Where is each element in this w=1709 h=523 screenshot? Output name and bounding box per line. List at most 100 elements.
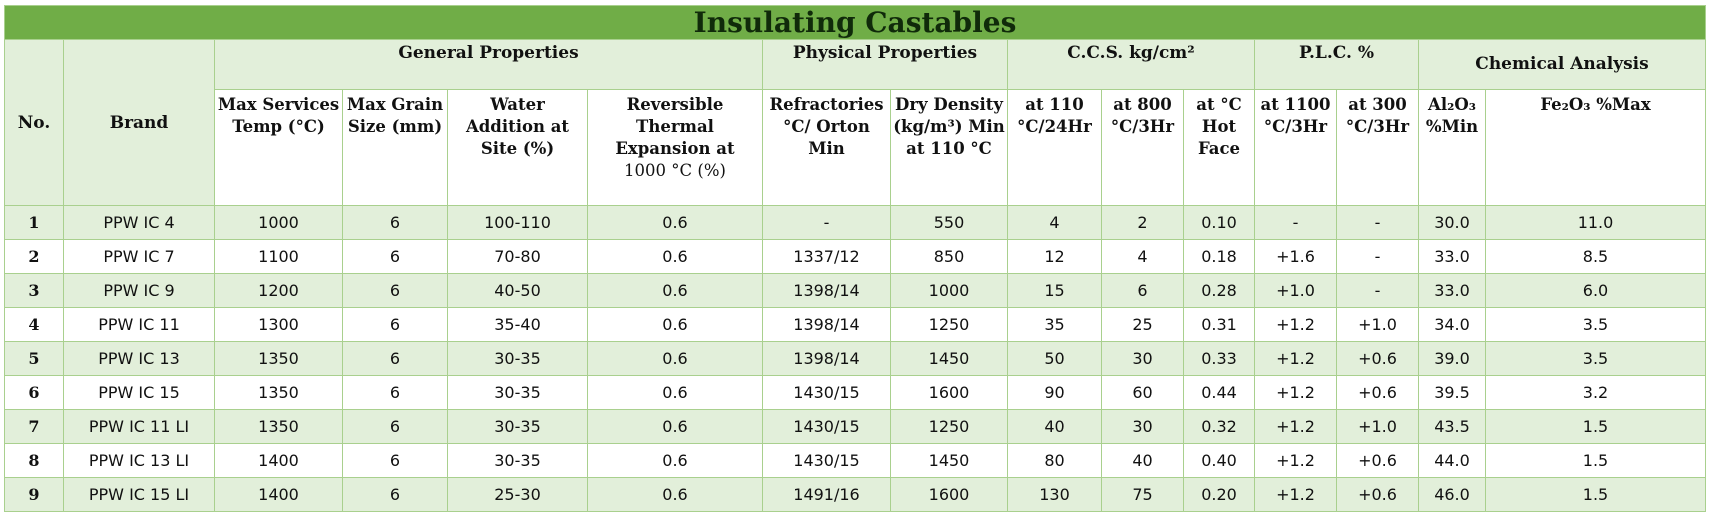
cell-fe2o3: 1.5: [1485, 409, 1706, 444]
header-brand: Brand: [63, 39, 215, 206]
cell-plc-300: +0.6: [1336, 375, 1419, 410]
cell-no: 3: [4, 273, 64, 308]
col-fe2o3: Fe₂O₃ %Max: [1485, 89, 1706, 206]
col-dry-density: Dry Density (kg/m³) Min at 110 °C: [890, 89, 1008, 206]
cell-water-addition: 100-110: [447, 205, 588, 240]
cell-brand: PPW IC 11 LI: [63, 409, 215, 444]
cell-thermal-expansion: 0.6: [587, 239, 763, 274]
cell-refractories: 1398/14: [762, 307, 891, 342]
cell-water-addition: 70-80: [447, 239, 588, 274]
cell-dry-density: 1450: [890, 443, 1008, 478]
cell-plc-300: +0.6: [1336, 477, 1419, 512]
cell-no: 9: [4, 477, 64, 512]
cell-al2o3: 39.0: [1418, 341, 1486, 376]
cell-fe2o3: 11.0: [1485, 205, 1706, 240]
castables-table-container: Insulating Castables No. Brand General P…: [4, 5, 1706, 512]
cell-water-addition: 30-35: [447, 375, 588, 410]
cell-brand: PPW IC 13: [63, 341, 215, 376]
col-max-grain-size: Max Grain Size (mm): [342, 89, 448, 206]
cell-refractories: -: [762, 205, 891, 240]
cell-ccs-hot-face: 0.31: [1183, 307, 1255, 342]
cell-ccs-hot-face: 0.40: [1183, 443, 1255, 478]
cell-plc-300: -: [1336, 239, 1419, 274]
cell-no: 8: [4, 443, 64, 478]
group-ccs: C.C.S. kg/cm²: [1007, 39, 1255, 90]
col-rte-temp: 1000 °C (%): [624, 161, 726, 180]
col-plc-300: at 300 °C/3Hr: [1336, 89, 1419, 206]
col-ccs-800: at 800 °C/3Hr: [1101, 89, 1184, 206]
cell-thermal-expansion: 0.6: [587, 273, 763, 308]
cell-water-addition: 35-40: [447, 307, 588, 342]
cell-al2o3: 44.0: [1418, 443, 1486, 478]
cell-no: 5: [4, 341, 64, 376]
cell-grain-size: 6: [342, 307, 448, 342]
cell-max-temp: 1000: [214, 205, 343, 240]
cell-plc-300: +0.6: [1336, 341, 1419, 376]
group-chemical-analysis: Chemical Analysis: [1418, 39, 1706, 90]
cell-grain-size: 6: [342, 205, 448, 240]
table-row: 3 PPW IC 9 1200 6 40-50 0.6 1398/14 1000 15 6 0.28…: [4, 273, 1706, 308]
cell-fe2o3: 8.5: [1485, 239, 1706, 274]
col-water-addition: Water Addition at Site (%): [447, 89, 588, 206]
group-physical-properties: Physical Properties: [762, 39, 1008, 90]
cell-refractories: 1430/15: [762, 443, 891, 478]
cell-refractories: 1430/15: [762, 409, 891, 444]
group-general-properties: General Properties: [214, 39, 763, 90]
cell-al2o3: 33.0: [1418, 273, 1486, 308]
cell-grain-size: 6: [342, 341, 448, 376]
cell-ccs-110: 4: [1007, 205, 1102, 240]
cell-ccs-800: 6: [1101, 273, 1184, 308]
cell-ccs-110: 130: [1007, 477, 1102, 512]
cell-refractories: 1430/15: [762, 375, 891, 410]
table-row: 7 PPW IC 11 LI 1350 6 30-35 0.6 1430/15 1250 40 3…: [4, 409, 1706, 444]
cell-dry-density: 850: [890, 239, 1008, 274]
cell-brand: PPW IC 9: [63, 273, 215, 308]
cell-al2o3: 43.5: [1418, 409, 1486, 444]
cell-dry-density: 1600: [890, 375, 1008, 410]
col-refractories: Refractories °C/ Orton Min: [762, 89, 891, 206]
cell-plc-1100: +1.2: [1254, 307, 1337, 342]
cell-fe2o3: 3.2: [1485, 375, 1706, 410]
cell-water-addition: 30-35: [447, 443, 588, 478]
cell-max-temp: 1350: [214, 375, 343, 410]
cell-brand: PPW IC 7: [63, 239, 215, 274]
cell-thermal-expansion: 0.6: [587, 205, 763, 240]
cell-ccs-hot-face: 0.18: [1183, 239, 1255, 274]
cell-no: 7: [4, 409, 64, 444]
cell-plc-1100: -: [1254, 205, 1337, 240]
cell-brand: PPW IC 15 LI: [63, 477, 215, 512]
cell-brand: PPW IC 13 LI: [63, 443, 215, 478]
cell-plc-1100: +1.2: [1254, 341, 1337, 376]
col-max-services-temp: Max Services Temp (°C): [214, 89, 343, 206]
table-row: 5 PPW IC 13 1350 6 30-35 0.6 1398/14 1450 50 30 0.…: [4, 341, 1706, 376]
cell-water-addition: 30-35: [447, 409, 588, 444]
cell-ccs-800: 30: [1101, 341, 1184, 376]
cell-plc-1100: +1.2: [1254, 375, 1337, 410]
cell-brand: PPW IC 11: [63, 307, 215, 342]
cell-al2o3: 34.0: [1418, 307, 1486, 342]
cell-thermal-expansion: 0.6: [587, 409, 763, 444]
cell-plc-300: +1.0: [1336, 307, 1419, 342]
cell-no: 2: [4, 239, 64, 274]
cell-water-addition: 40-50: [447, 273, 588, 308]
col-al2o3: Al₂O₃ %Min: [1418, 89, 1486, 206]
cell-al2o3: 33.0: [1418, 239, 1486, 274]
cell-fe2o3: 3.5: [1485, 341, 1706, 376]
cell-ccs-800: 4: [1101, 239, 1184, 274]
col-rte-label: Reversible Thermal Expansion at: [615, 95, 735, 158]
cell-grain-size: 6: [342, 443, 448, 478]
cell-ccs-800: 2: [1101, 205, 1184, 240]
cell-ccs-800: 60: [1101, 375, 1184, 410]
cell-thermal-expansion: 0.6: [587, 341, 763, 376]
table-row: 8 PPW IC 13 LI 1400 6 30-35 0.6 1430/15 1450 80 4…: [4, 443, 1706, 478]
cell-dry-density: 1450: [890, 341, 1008, 376]
cell-refractories: 1398/14: [762, 273, 891, 308]
cell-dry-density: 1000: [890, 273, 1008, 308]
cell-ccs-hot-face: 0.28: [1183, 273, 1255, 308]
cell-ccs-800: 40: [1101, 443, 1184, 478]
cell-ccs-hot-face: 0.32: [1183, 409, 1255, 444]
insulating-castables-table: Insulating Castables No. Brand General P…: [4, 5, 1706, 512]
cell-ccs-hot-face: 0.20: [1183, 477, 1255, 512]
table-row: 2 PPW IC 7 1100 6 70-80 0.6 1337/12 850 12 4 0.18 +…: [4, 239, 1706, 274]
cell-ccs-110: 35: [1007, 307, 1102, 342]
